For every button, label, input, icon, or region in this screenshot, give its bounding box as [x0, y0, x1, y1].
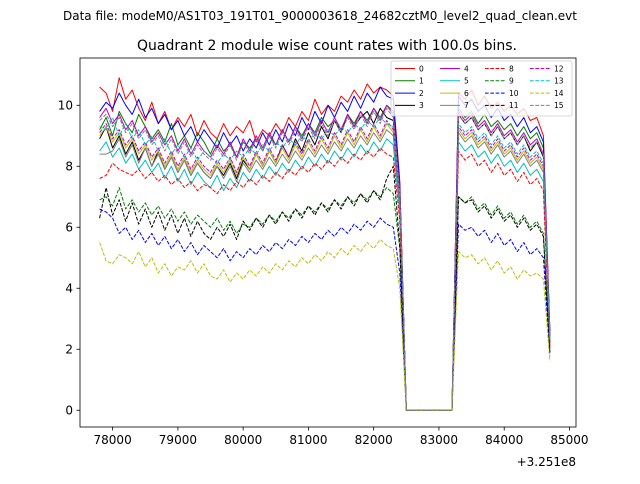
- legend-label-11: 11: [509, 101, 519, 110]
- x-tick-label: 79000: [159, 433, 197, 447]
- legend-label-5: 5: [464, 77, 469, 86]
- legend-label-3: 3: [419, 101, 424, 110]
- legend-label-7: 7: [464, 101, 469, 110]
- series-line-4: [99, 104, 551, 411]
- x-tick-label: 78000: [94, 433, 132, 447]
- legend-label-15: 15: [554, 101, 564, 110]
- legend-label-4: 4: [464, 64, 469, 73]
- x-tick-label: 83000: [420, 433, 458, 447]
- y-tick-label: 0: [65, 404, 73, 418]
- series-line-13: [99, 117, 551, 411]
- y-tick-label: 2: [65, 343, 73, 357]
- series-line-6: [99, 123, 551, 411]
- axes-layer: 78000 79000 80000 81000 82000 83000 84000 85000…: [58, 57, 589, 447]
- legend-label-10: 10: [509, 89, 519, 98]
- series-line-8: [99, 147, 551, 411]
- legend-label-2: 2: [419, 89, 424, 98]
- plot-frame: [79, 57, 577, 428]
- legend-label-12: 12: [554, 64, 564, 73]
- legend-label-14: 14: [554, 89, 564, 98]
- series-line-1: [99, 104, 551, 411]
- chart-title: Quadrant 2 module wise count rates with …: [137, 38, 517, 54]
- x-tick-label: 84000: [485, 433, 523, 447]
- y-tick-label: 6: [65, 221, 73, 235]
- legend-label-0: 0: [419, 64, 424, 73]
- y-tick-label: 4: [65, 282, 73, 296]
- y-tick-label: 10: [58, 99, 73, 113]
- x-axis-offset-label: +3.251e8: [517, 455, 576, 469]
- series-line-11: [99, 165, 551, 411]
- x-tick-label: 85000: [550, 433, 588, 447]
- series-line-5: [99, 138, 551, 411]
- figure-suptitle: Data file: modeM0/AS1T03_191T01_90000036…: [63, 9, 577, 23]
- legend-label-9: 9: [509, 77, 514, 86]
- legend-label-6: 6: [464, 89, 469, 98]
- series-line-15: [99, 107, 551, 411]
- series-line-7: [99, 129, 551, 411]
- x-tick-label: 82000: [355, 433, 393, 447]
- series-line-12: [99, 120, 551, 411]
- series-line-10: [99, 208, 551, 411]
- series-line-14: [99, 239, 551, 411]
- legend-label-1: 1: [419, 77, 424, 86]
- x-tick-label: 81000: [289, 433, 327, 447]
- legend-label-13: 13: [554, 77, 564, 86]
- y-tick-label: 8: [65, 160, 73, 174]
- legend-frame: [390, 60, 573, 117]
- x-tick-label: 80000: [224, 433, 262, 447]
- legend-label-8: 8: [509, 64, 514, 73]
- series-layer: [99, 77, 551, 411]
- series-line-9: [99, 187, 551, 411]
